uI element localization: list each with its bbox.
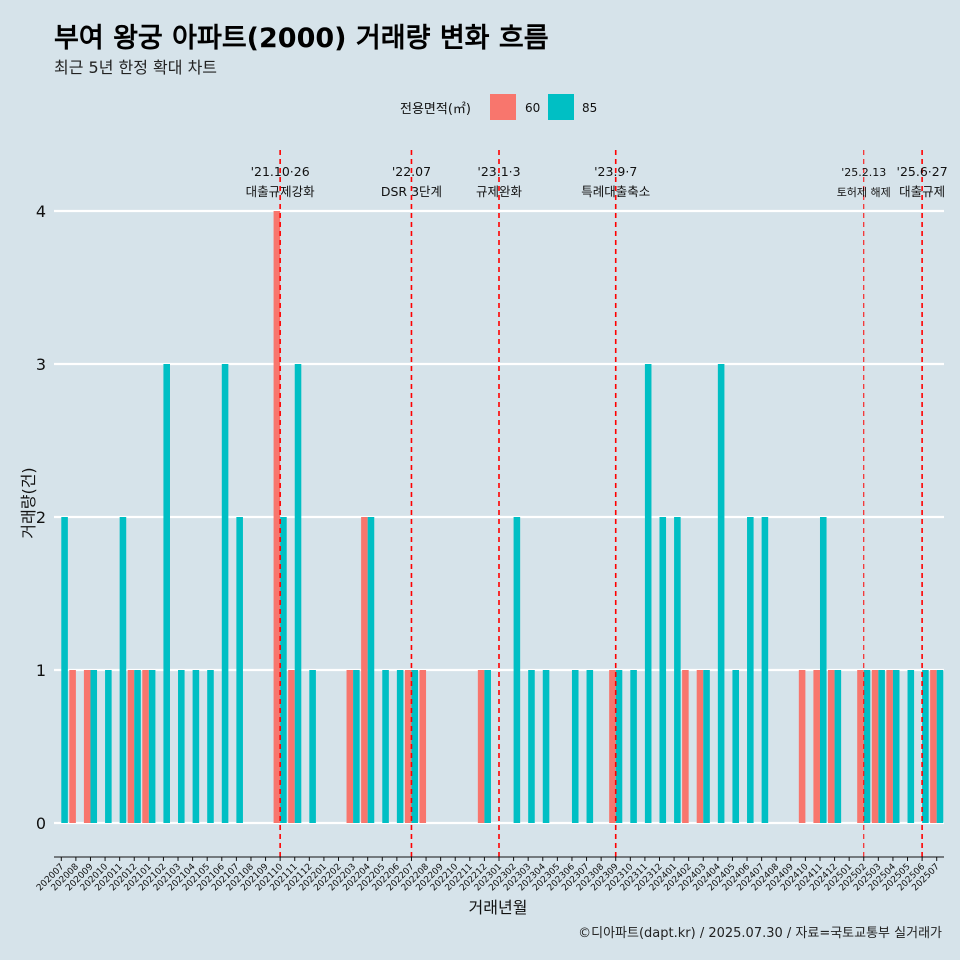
bar-60-202101 — [142, 670, 149, 823]
bar-85-202207 — [411, 670, 419, 823]
event-label: 규제완화 — [476, 184, 523, 199]
bar-85-202404 — [717, 364, 725, 823]
legend-label-60: 60 — [525, 101, 540, 115]
bar-60-202411 — [813, 670, 820, 823]
bar-60-202503 — [871, 670, 879, 823]
chart-title: 부여 왕궁 아파트(2000) 거래량 변화 흐름 — [54, 23, 549, 54]
bar-85-202507 — [936, 670, 944, 823]
bar-60-202012 — [127, 670, 135, 823]
bar-85-202307 — [586, 670, 594, 823]
event-label: DSR 3단계 — [381, 184, 442, 199]
bar-85-202105 — [207, 670, 214, 823]
event-label: 대출규제강화 — [246, 184, 316, 199]
bar-60-202410 — [798, 670, 806, 823]
bar-85-202204 — [367, 517, 375, 823]
bar-85-202306 — [571, 670, 579, 823]
bar-85-202101 — [148, 670, 156, 823]
event-label: 토허제 해제 — [837, 185, 891, 199]
bar-85-202103 — [178, 670, 185, 823]
bar-85-202106 — [221, 364, 229, 823]
bar-85-202212 — [484, 670, 491, 823]
bar-85-202401 — [674, 517, 681, 823]
bar-60-202204 — [361, 517, 368, 823]
bar-85-202303 — [528, 670, 535, 823]
legend-swatch-85 — [548, 94, 574, 120]
bar-85-202407 — [761, 517, 769, 823]
bar-60-202412 — [828, 670, 835, 823]
bar-85-202007 — [61, 517, 68, 823]
bar-85-202102 — [163, 364, 170, 823]
bar-60-202208 — [419, 670, 427, 823]
bar-60-202009 — [83, 670, 91, 823]
bar-85-202012 — [134, 670, 141, 823]
bar-85-202504 — [892, 670, 900, 823]
y-tick-label: 3 — [36, 355, 46, 374]
bar-85-202203 — [353, 670, 360, 823]
event-label: 특례대출축소 — [581, 184, 650, 199]
y-tick-label: 2 — [36, 508, 46, 527]
bar-85-202304 — [542, 670, 550, 823]
bar-60-202207 — [404, 670, 412, 823]
y-axis-label: 거래량(건) — [19, 467, 38, 538]
event-date: '25.2.13 — [841, 166, 886, 179]
bar-85-202311 — [644, 364, 652, 823]
legend-title: 전용면적(㎡) — [400, 102, 471, 117]
bar-60-202008 — [69, 670, 76, 823]
bars — [61, 211, 944, 823]
bar-60-202203 — [346, 670, 354, 823]
event-date: '21.10·26 — [251, 164, 310, 179]
bar-85-202403 — [703, 670, 710, 823]
bar-60-202110 — [273, 211, 281, 823]
legend: 전용면적(㎡) 60 85 — [400, 94, 597, 120]
bar-85-202506 — [922, 670, 929, 823]
bar-85-202411 — [819, 517, 827, 823]
bar-85-202406 — [747, 517, 754, 823]
bar-85-202107 — [236, 517, 243, 823]
y-tick-label: 0 — [36, 814, 46, 833]
legend-label-85: 85 — [582, 101, 597, 115]
bar-60-202504 — [886, 670, 893, 823]
bar-85-202505 — [907, 670, 915, 823]
bar-60-202212 — [477, 670, 485, 823]
y-tick-label: 4 — [36, 202, 46, 221]
bar-85-202502 — [863, 670, 871, 823]
event-lines: '21.10·26 대출규제강화 '22.07 DSR 3단계 '23.1·3 규제완화 '… — [246, 150, 948, 857]
event-date: '23.1·3 — [477, 164, 520, 179]
bar-85-202010 — [105, 670, 112, 823]
chart-subtitle: 최근 5년 한정 확대 차트 — [54, 58, 218, 77]
legend-swatch-60 — [490, 94, 516, 120]
bar-85-202110 — [280, 517, 287, 823]
event-date: '25.6·27 — [897, 164, 948, 179]
bar-85-202405 — [732, 670, 740, 823]
x-axis-label: 거래년월 — [469, 898, 528, 917]
bar-85-202011 — [119, 517, 127, 823]
bar-60-202403 — [696, 670, 704, 823]
bar-60-202507 — [930, 670, 937, 823]
bar-85-202206 — [396, 670, 404, 823]
bar-60-202502 — [857, 670, 864, 823]
grid — [54, 209, 944, 825]
bar-85-202310 — [630, 670, 637, 823]
caption: ©디아파트(dapt.kr) / 2025.07.30 / 자료=국토교통부 실… — [578, 926, 942, 941]
bar-85-202112 — [309, 670, 316, 823]
bar-85-202009 — [90, 670, 98, 823]
bar-85-202302 — [513, 517, 521, 823]
y-tick-label: 1 — [36, 661, 46, 680]
bar-85-202205 — [382, 670, 389, 823]
bar-85-202503 — [878, 670, 885, 823]
bar-85-202309 — [615, 670, 623, 823]
event-date: '22.07 — [392, 164, 431, 179]
bar-60-202402 — [682, 670, 689, 823]
y-axis: 0 1 2 3 4 — [36, 202, 46, 833]
bar-85-202104 — [192, 670, 200, 823]
bar-60-202111 — [288, 670, 295, 823]
bar-85-202412 — [834, 670, 842, 823]
event-date: '23.9·7 — [594, 164, 637, 179]
bar-85-202312 — [659, 517, 667, 823]
bar-85-202111 — [294, 364, 302, 823]
bar-60-202309 — [609, 670, 616, 823]
x-axis: 2020072020082020092020102020112020122021… — [35, 856, 944, 893]
event-label: 대출규제 — [899, 184, 945, 199]
